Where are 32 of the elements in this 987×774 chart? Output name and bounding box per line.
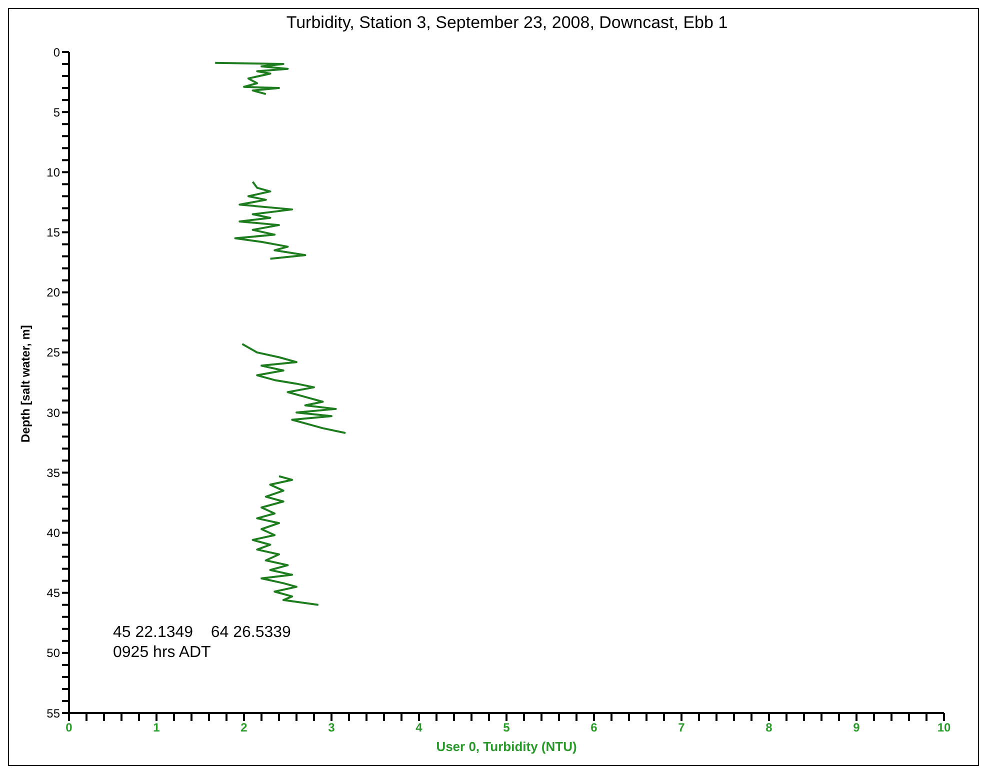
x-tick-label: 4 bbox=[416, 720, 423, 735]
line-series bbox=[214, 62, 289, 96]
y-tick-label: 20 bbox=[46, 286, 60, 300]
x-tick-label: 5 bbox=[503, 720, 510, 735]
x-tick-label: 9 bbox=[853, 720, 860, 735]
y-tick-label: 10 bbox=[46, 165, 60, 180]
y-tick-label: 5 bbox=[53, 105, 60, 120]
line-series bbox=[252, 475, 320, 606]
chart-title: Turbidity, Station 3, September 23, 2008, Downcast, Ebb 1 bbox=[285, 13, 729, 33]
x-tick-label: 2 bbox=[240, 720, 248, 735]
annotation: 45 22.1349 64 26.5339 bbox=[113, 623, 291, 643]
y-tick-label: 55 bbox=[46, 706, 60, 720]
y-tick-label: 0 bbox=[53, 45, 60, 60]
x-tick-label: 10 bbox=[937, 720, 951, 735]
x-tick-label: 3 bbox=[328, 720, 336, 735]
x-axis-title: User 0, Turbidity (NTU) bbox=[436, 739, 577, 754]
annotation: 0925 hrs ADT bbox=[113, 643, 212, 663]
y-tick-label: 30 bbox=[46, 406, 60, 420]
line-series bbox=[241, 343, 346, 434]
y-axis-title: Depth [salt water, m] bbox=[18, 325, 32, 442]
y-tick-label: 15 bbox=[46, 226, 60, 240]
x-tick-label: 6 bbox=[590, 720, 598, 735]
x-tick-label: 7 bbox=[678, 720, 686, 735]
x-tick-label: 1 bbox=[153, 720, 160, 735]
y-tick-label: 25 bbox=[46, 346, 60, 360]
y-tick-label: 40 bbox=[46, 526, 60, 540]
y-tick-label: 45 bbox=[46, 586, 60, 600]
y-tick-label: 50 bbox=[46, 646, 60, 660]
y-tick-label: 35 bbox=[46, 466, 60, 480]
x-tick-label: 8 bbox=[766, 720, 773, 735]
x-tick-label: 0 bbox=[66, 720, 73, 735]
line-series bbox=[234, 180, 306, 260]
